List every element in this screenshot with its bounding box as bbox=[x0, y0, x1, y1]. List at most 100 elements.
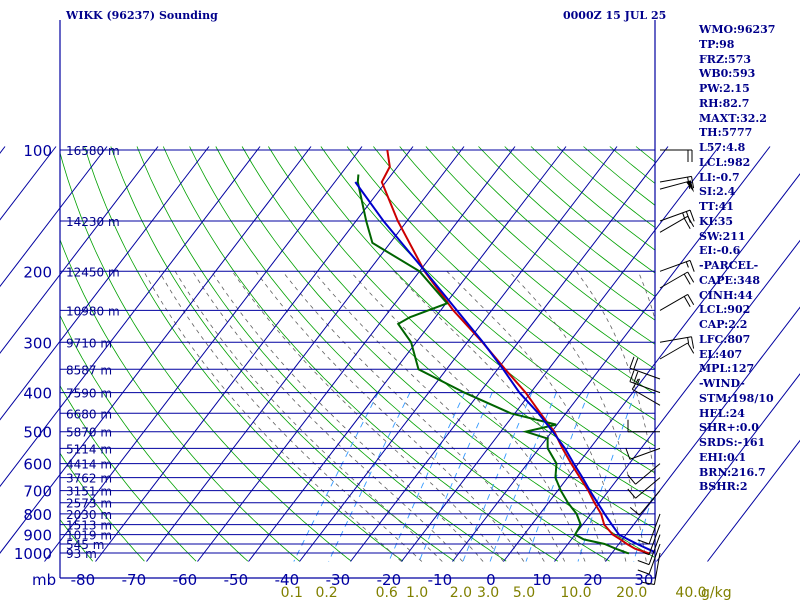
barb-full bbox=[629, 507, 640, 516]
mixing-ratio-label: 1.0 bbox=[406, 585, 428, 600]
height-label: 1513 m bbox=[66, 519, 112, 533]
barb-staff bbox=[653, 552, 661, 585]
index-item: WMO:96237 bbox=[699, 23, 776, 36]
barb-staff bbox=[629, 367, 661, 380]
wind-barb bbox=[637, 534, 661, 566]
index-item: SRDS:-161 bbox=[699, 436, 766, 449]
temperature-tick-label: 20 bbox=[583, 571, 602, 589]
temperature-tick-label: 10 bbox=[532, 571, 551, 589]
dry-adiabat bbox=[373, 146, 655, 395]
isotherm bbox=[95, 146, 414, 562]
dry-adiabat bbox=[189, 146, 610, 562]
height-label: 14230 m bbox=[66, 215, 120, 229]
mixing-ratio-label: 40.0 bbox=[675, 585, 706, 600]
mixing-ratio-line bbox=[577, 392, 636, 562]
wind-barb bbox=[631, 378, 661, 406]
stability-indices-panel: WMO:96237 TP:98 FRZ:573 WB0:593 PW:2.15 RH:82… bbox=[699, 23, 800, 495]
moist-adiabat bbox=[637, 271, 655, 321]
mixing-ratio-line bbox=[633, 485, 655, 562]
moist-adiabat bbox=[211, 271, 484, 562]
dry-adiabat bbox=[320, 146, 655, 447]
barb-staff bbox=[659, 336, 692, 343]
moist-adiabats bbox=[143, 271, 655, 562]
mixing-ratio-line bbox=[489, 392, 557, 562]
index-item: EHI:0.1 bbox=[699, 450, 747, 464]
index-item: LCL:982 bbox=[699, 155, 751, 169]
height-label: 6680 m bbox=[66, 407, 112, 421]
index-item: -WIND- bbox=[699, 377, 745, 390]
barb-staff bbox=[659, 342, 688, 360]
mixing-ratio-label: 3.0 bbox=[477, 585, 499, 600]
barb-full bbox=[689, 260, 695, 272]
sounding-traces bbox=[354, 149, 655, 555]
index-item: WB0:593 bbox=[699, 67, 756, 81]
moist-adiabat bbox=[313, 271, 566, 562]
mixing-ratio-line bbox=[462, 392, 533, 562]
isotherm bbox=[503, 173, 800, 562]
height-label: 8587 m bbox=[66, 363, 112, 377]
barb-staff bbox=[659, 215, 688, 233]
dry-adiabat bbox=[162, 146, 559, 562]
moist-adiabat bbox=[393, 271, 606, 562]
dry-adiabat bbox=[346, 146, 655, 421]
dry-adiabat bbox=[60, 238, 300, 562]
isotherm bbox=[452, 146, 771, 562]
pressure-tick-label: 900 bbox=[23, 527, 52, 545]
height-label: 5870 m bbox=[66, 426, 112, 440]
mixing-ratio-label: 0.6 bbox=[376, 585, 398, 600]
barb-half bbox=[685, 261, 689, 268]
barb-half bbox=[643, 552, 650, 556]
index-item: RH:82.7 bbox=[699, 96, 750, 110]
barb-full bbox=[691, 336, 695, 349]
height-label: 12450 m bbox=[66, 265, 120, 279]
moist-adiabat bbox=[158, 271, 423, 562]
temperature-tick-label: -20 bbox=[377, 571, 402, 589]
height-label: 545 m bbox=[66, 538, 104, 552]
wind-barb bbox=[659, 336, 695, 349]
isotherm bbox=[554, 239, 800, 562]
wind-barb bbox=[659, 259, 695, 272]
index-item: MAXT:32.2 bbox=[699, 111, 767, 125]
pressure-tick-label: 700 bbox=[23, 483, 52, 501]
barb-staff bbox=[648, 543, 661, 575]
temperature-tick-label: -60 bbox=[173, 571, 198, 589]
isotherm bbox=[401, 146, 720, 562]
mixing-ratio-unit: g/kg bbox=[701, 585, 732, 600]
wind-barb bbox=[629, 370, 661, 394]
pressure-tick-label: 200 bbox=[23, 263, 52, 281]
moist-adiabat bbox=[192, 271, 463, 562]
barb-full bbox=[683, 296, 691, 308]
barb-staff bbox=[659, 271, 688, 289]
pressure-tick-label: 800 bbox=[23, 506, 52, 524]
barb-staff bbox=[648, 524, 661, 555]
barb-half bbox=[687, 337, 690, 344]
index-item: CAP:2.2 bbox=[699, 318, 748, 331]
isotherm bbox=[146, 146, 465, 562]
temperature-tick-label: -40 bbox=[275, 571, 300, 589]
isotherm bbox=[44, 146, 363, 562]
wind-barb bbox=[625, 447, 661, 460]
mixing-ratio-label: 20.0 bbox=[616, 585, 647, 600]
dry-adiabat bbox=[60, 151, 352, 562]
barb-full bbox=[625, 447, 631, 460]
barb-staff bbox=[659, 209, 691, 222]
mixing-ratio-label: 0.1 bbox=[281, 585, 303, 600]
barb-full bbox=[629, 356, 635, 369]
barb-full bbox=[631, 378, 639, 390]
barb-full bbox=[637, 539, 650, 545]
height-label: 16580 m bbox=[66, 144, 120, 158]
mixing-ratio-label: 10.0 bbox=[560, 585, 591, 600]
barb-half bbox=[682, 212, 686, 219]
mixing-ratio-lines bbox=[293, 392, 655, 562]
isotherm bbox=[299, 146, 618, 562]
height-label: 93 m bbox=[66, 547, 97, 561]
barb-staff bbox=[629, 447, 661, 460]
barb-staff bbox=[632, 388, 661, 406]
wind-barb bbox=[659, 180, 694, 193]
index-item: FRZ:573 bbox=[699, 52, 752, 66]
index-item: CINH:44 bbox=[699, 288, 753, 302]
wind-barb bbox=[643, 524, 661, 556]
dry-adiabat bbox=[110, 146, 455, 562]
index-item: TH:5777 bbox=[699, 126, 753, 140]
